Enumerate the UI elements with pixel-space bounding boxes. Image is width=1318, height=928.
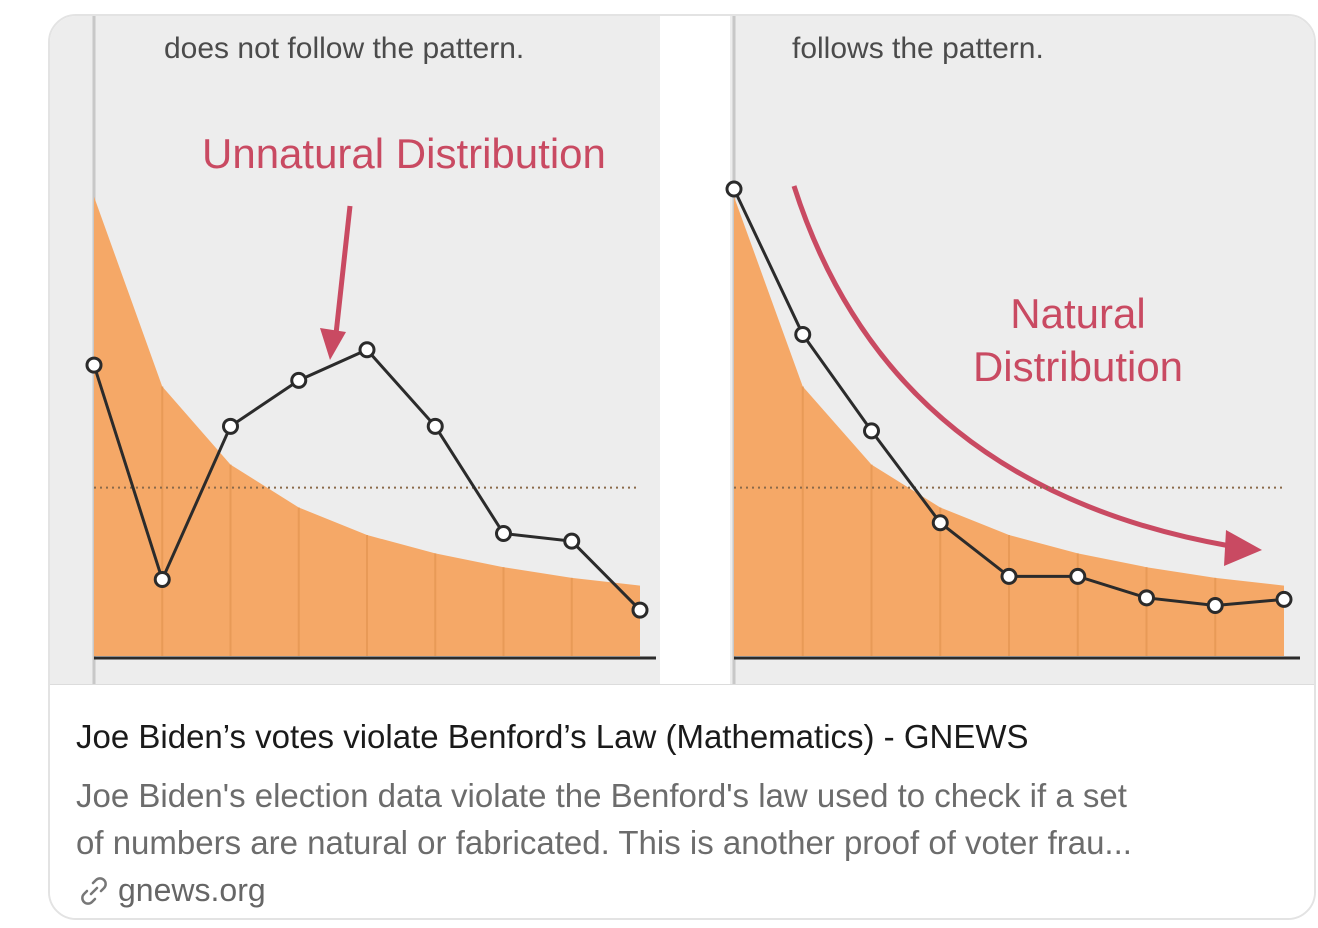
observed-point: [153, 570, 171, 588]
description-line-2: of numbers are natural or fabricated. Th…: [76, 824, 1132, 861]
observed-point: [426, 417, 444, 435]
down-arrow-head: [320, 328, 346, 360]
natural-label-line2: Distribution: [973, 343, 1183, 390]
observed-point: [1138, 589, 1155, 607]
observed-point: [1000, 567, 1018, 585]
observed-point: [85, 356, 103, 374]
observed-point: [725, 180, 743, 198]
curved-arrow-shaft: [791, 185, 1231, 549]
chart-right-title: follows the pattern.: [792, 32, 1044, 65]
chart-right: [725, 180, 1300, 660]
natural-label-line1: Natural: [1010, 290, 1145, 337]
observed-point: [631, 601, 649, 619]
link-domain-row[interactable]: gnews.org: [76, 872, 266, 909]
curved-arrow-head: [1224, 530, 1262, 566]
observed-point: [794, 325, 812, 343]
link-icon: [81, 876, 107, 905]
chart-left: [85, 196, 656, 660]
link-title[interactable]: Joe Biden’s votes violate Benford’s Law …: [76, 718, 1029, 755]
observed-point: [1069, 567, 1087, 585]
link-description: Joe Biden's election data violate the Be…: [76, 772, 1286, 866]
description-line-1: Joe Biden's election data violate the Be…: [76, 777, 1127, 814]
link-text-area[interactable]: Joe Biden’s votes violate Benford’s Law …: [50, 686, 1314, 918]
observed-point: [931, 514, 949, 532]
panel-gap: [660, 16, 730, 684]
observed-point: [290, 371, 308, 389]
observed-point: [358, 341, 376, 359]
observed-point: [495, 525, 512, 542]
unnatural-distribution-label: Unnatural Distribution: [202, 130, 606, 177]
observed-point: [563, 532, 581, 550]
link-domain[interactable]: gnews.org: [118, 872, 266, 908]
observed-point: [863, 422, 880, 440]
observed-point: [222, 417, 239, 435]
benford-comparison-charts: does not follow the pattern. follows the…: [85, 16, 1300, 684]
preview-image[interactable]: does not follow the pattern. follows the…: [50, 16, 1314, 685]
link-preview-card[interactable]: does not follow the pattern. follows the…: [48, 14, 1316, 920]
observed-point: [1275, 590, 1293, 608]
chart-left-title: does not follow the pattern.: [164, 32, 524, 65]
observed-point: [1206, 596, 1224, 614]
down-arrow-shaft: [333, 205, 353, 335]
